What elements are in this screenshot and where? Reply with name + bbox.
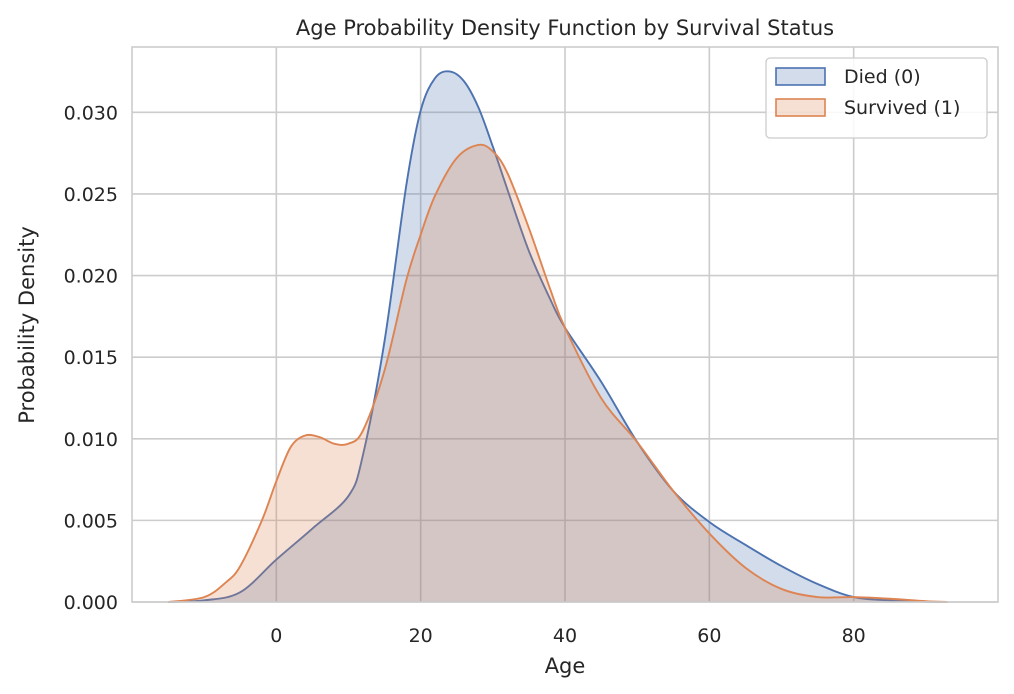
legend: Died (0) Survived (1) (765, 57, 988, 139)
legend-box (765, 57, 988, 139)
density-area-died-0 (168, 71, 948, 603)
density-line-died-0 (168, 70, 948, 603)
y-axis-label: Probability Density (15, 226, 39, 424)
y-tick-label: 0.005 (64, 510, 118, 532)
x-tick-label: 80 (842, 625, 866, 647)
legend-label: Survived (1) (844, 97, 960, 119)
y-tick-labels: 0.000 0.005 0.010 0.015 0.020 0.025 0.030 (64, 102, 118, 614)
x-axis-label: Age (545, 654, 586, 678)
density-areas (167, 70, 948, 603)
y-tick-label: 0.000 (64, 592, 118, 614)
y-tick-label: 0.015 (64, 347, 118, 369)
legend-label: Died (0) (844, 66, 921, 88)
y-tick-label: 0.030 (64, 102, 118, 124)
y-tick-label: 0.010 (64, 429, 118, 451)
y-tick-label: 0.020 (64, 266, 118, 288)
gridlines (132, 47, 998, 603)
x-tick-label: 40 (553, 625, 577, 647)
x-tick-label: 0 (270, 625, 282, 647)
x-tick-labels: 0 20 40 60 80 (270, 625, 865, 647)
legend-swatch (775, 98, 826, 117)
y-tick-label: 0.025 (64, 184, 118, 206)
density-line-survived-1 (167, 143, 948, 603)
x-tick-label: 20 (409, 625, 433, 647)
density-area-survived-1 (168, 144, 948, 602)
plot-frame (131, 46, 999, 603)
x-tick-label: 60 (697, 625, 721, 647)
chart-title: Age Probability Density Function by Surv… (296, 16, 834, 40)
legend-swatch (775, 67, 826, 86)
